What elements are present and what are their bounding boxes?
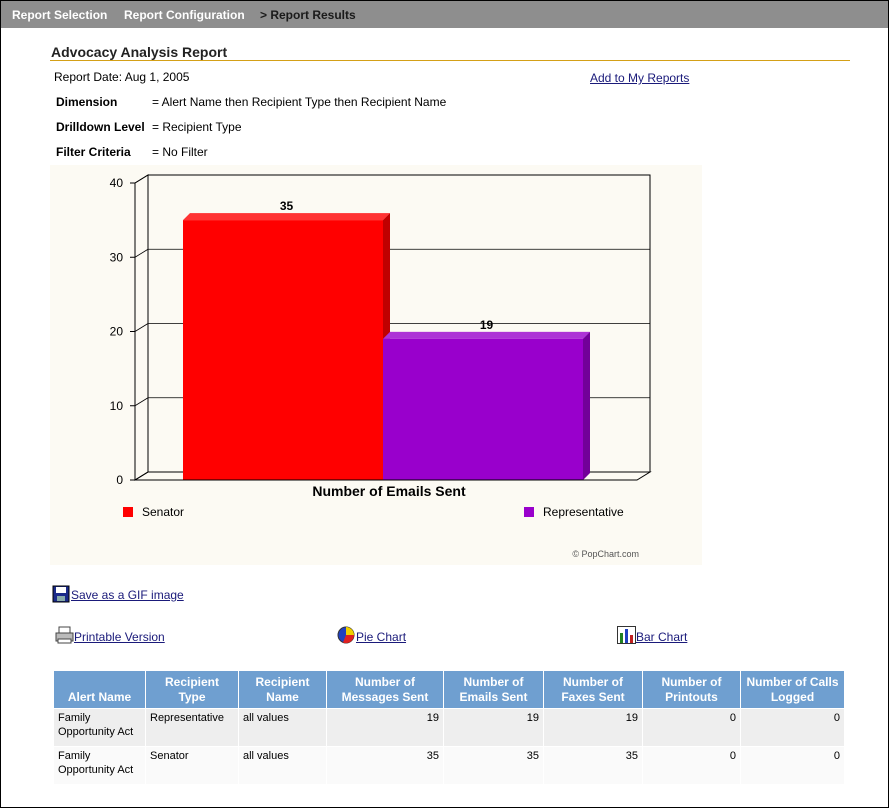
criteria-label: Dimension [56,95,118,109]
table-cell: Family Opportunity Act [54,709,145,746]
table-cell: 35 [544,747,642,784]
nav-tab[interactable]: Report Selection [12,8,108,22]
bar-top [383,331,590,339]
table-cell: Family Opportunity Act [54,747,145,784]
table-cell: 35 [327,747,443,784]
bar-top-shade [183,213,390,221]
add-to-reports-link[interactable]: Add to My Reports [590,71,690,85]
legend-swatch [524,507,534,517]
bar-side-shade [583,331,590,480]
grid-line-side [134,471,149,481]
criteria-value: = Recipient Type [152,120,242,134]
y-tick-label: 30 [110,250,124,264]
column-header: Recipient Name [239,671,326,708]
pie-chart-link[interactable]: Pie Chart [356,630,407,644]
legend-label: Senator [142,505,184,519]
title-rule [50,60,850,61]
column-header: Number of Messages Sent [327,671,443,708]
results-table: Alert Name Recipient Type Recipient Name Nu… [53,670,845,785]
table-cell: 35 [444,747,543,784]
legend-swatch [123,507,133,517]
table-cell: all values [239,709,326,746]
bar-value-label: 35 [280,199,294,213]
y-tick-label: 10 [110,399,124,413]
bar [383,338,583,480]
table-cell: Senator [146,747,238,784]
column-header: Number of Printouts [643,671,740,708]
table-cell: 19 [327,709,443,746]
column-header: Number of Calls Logged [741,671,844,708]
bar-icon[interactable] [617,626,636,644]
legend-label: Representative [543,505,624,519]
printer-icon[interactable] [55,626,74,644]
y-tick-label: 0 [116,473,123,487]
pie-icon[interactable] [337,626,355,644]
grid-line-side [134,174,149,184]
table-cell: 0 [741,709,844,746]
column-header: Number of Faxes Sent [544,671,642,708]
criteria-value: = Alert Name then Recipient Type then Re… [152,95,447,109]
table-cell: 0 [741,747,844,784]
y-tick-label: 40 [110,176,124,190]
nav-tab[interactable]: Report Configuration [124,8,245,22]
bar-top [183,213,390,221]
grid-line-side [134,397,149,407]
report-title: Advocacy Analysis Report [51,44,228,60]
table-cell: 19 [444,709,543,746]
chart-credit: © PopChart.com [572,549,639,559]
column-header: Alert Name [54,671,145,708]
table-cell: 19 [544,709,642,746]
table-cell: all values [239,747,326,784]
printable-link[interactable]: Printable Version [74,630,165,644]
save-icon[interactable] [52,585,70,603]
bar-value-label: 19 [480,318,494,332]
column-header: Number of Emails Sent [444,671,543,708]
chart: 0 10 20 30 40 Number of Emails Sent 35 19 Senato… [50,165,702,565]
table-cell: Representative [146,709,238,746]
table-row: Family Opportunity Act Senator all values 3… [54,747,844,784]
x-category-label: Number of Emails Sent [312,483,466,499]
grid-line-side [134,323,149,332]
bar [183,220,383,480]
save-gif-link[interactable]: Save as a GIF image [71,588,184,602]
column-header: Recipient Type [146,671,238,708]
bar-top-shade [383,331,590,339]
nav-tab-current[interactable]: > Report Results [260,8,356,22]
nav-bar: Report Selection Report Configuration > … [1,1,888,28]
criteria-label: Filter Criteria [56,145,131,159]
bar-chart-link[interactable]: Bar Chart [636,630,688,644]
bar-side [583,331,590,480]
table-cell: 0 [643,747,740,784]
table-cell: 0 [643,709,740,746]
table-row: Family Opportunity Act Representative all … [54,709,844,746]
grid-line-side [134,248,149,258]
criteria-value: = No Filter [152,145,208,159]
criteria-label: Drilldown Level [56,120,145,134]
report-date: Report Date: Aug 1, 2005 [54,70,190,84]
y-tick-label: 20 [110,325,124,339]
